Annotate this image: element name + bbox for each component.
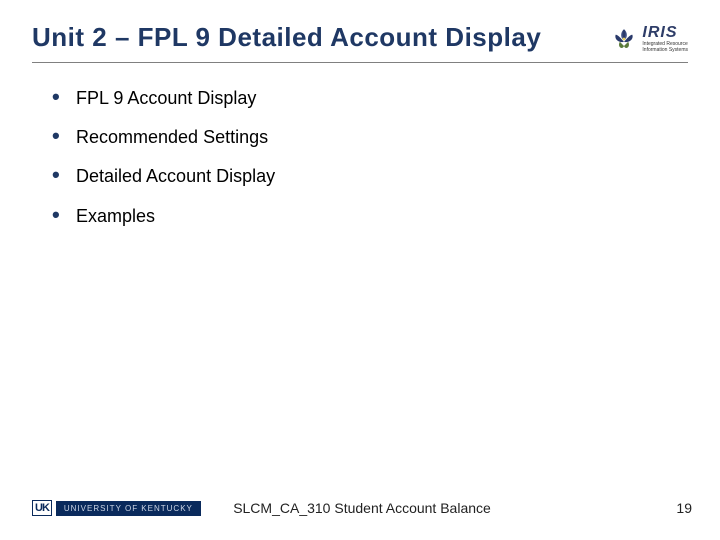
uk-bar: UNIVERSITY OF KENTUCKY — [56, 501, 201, 516]
slide: Unit 2 – FPL 9 Detailed Account Display … — [0, 0, 720, 540]
slide-title: Unit 2 – FPL 9 Detailed Account Display — [32, 22, 541, 53]
uk-mark: UK — [32, 500, 52, 516]
list-item: Recommended Settings — [52, 125, 680, 150]
page-number: 19 — [676, 500, 692, 516]
slide-content: FPL 9 Account Display Recommended Settin… — [52, 86, 680, 243]
header-divider — [32, 62, 688, 63]
iris-tagline-2: Information Systems — [642, 48, 688, 54]
uk-logo: UK UNIVERSITY OF KENTUCKY — [32, 500, 201, 516]
iris-flower-icon — [610, 25, 638, 53]
bullet-list: FPL 9 Account Display Recommended Settin… — [52, 86, 680, 229]
slide-footer: UK UNIVERSITY OF KENTUCKY SLCM_CA_310 St… — [32, 500, 692, 516]
iris-text: IRIS Integrated Resource Information Sys… — [642, 24, 688, 53]
list-item: Examples — [52, 204, 680, 229]
iris-logo: IRIS Integrated Resource Information Sys… — [610, 24, 688, 53]
list-item: Detailed Account Display — [52, 164, 680, 189]
list-item: FPL 9 Account Display — [52, 86, 680, 111]
slide-header: Unit 2 – FPL 9 Detailed Account Display … — [32, 22, 688, 53]
iris-brand: IRIS — [642, 24, 688, 42]
